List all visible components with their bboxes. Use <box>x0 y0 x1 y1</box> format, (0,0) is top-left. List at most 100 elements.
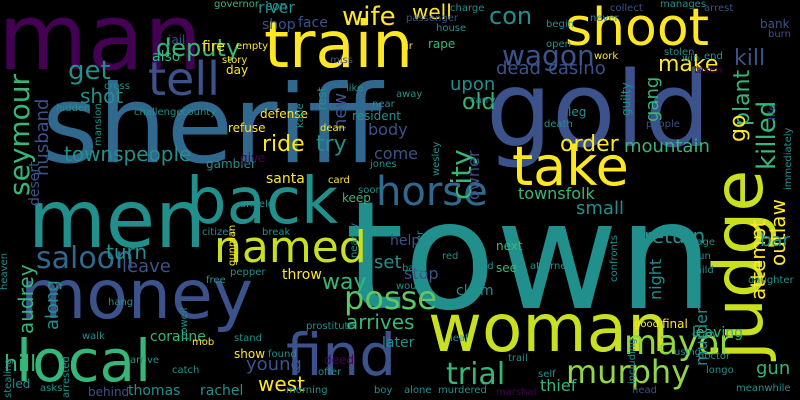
word: jr <box>406 41 413 52</box>
word: red <box>442 251 459 262</box>
word: later <box>382 335 415 351</box>
word: would <box>396 281 426 292</box>
word: meanwhile <box>736 383 791 394</box>
word: horse <box>376 169 488 215</box>
word: see <box>496 261 518 275</box>
word: young <box>246 354 302 375</box>
word: murphy <box>566 353 691 391</box>
word: charge <box>450 3 485 14</box>
word: leave <box>122 256 171 277</box>
word: stop <box>404 264 439 283</box>
word: mayor <box>624 323 733 363</box>
word: along <box>42 280 63 330</box>
word: arrives <box>346 310 415 334</box>
word: bar <box>760 230 790 251</box>
word: man <box>0 0 203 91</box>
word: stand <box>234 333 262 344</box>
word: return <box>644 224 706 248</box>
word: train <box>264 9 413 83</box>
word: away <box>396 89 423 100</box>
word: wesley <box>431 141 442 176</box>
word: help <box>390 233 421 249</box>
word: get <box>68 56 111 86</box>
word: dean <box>320 123 345 134</box>
word: people <box>646 119 680 130</box>
word: body <box>368 120 408 139</box>
word: saloon <box>36 241 135 276</box>
word: money <box>20 256 254 335</box>
word: upon <box>450 74 496 95</box>
word: gunman <box>227 224 238 266</box>
word: woman <box>428 290 669 367</box>
word: governor <box>214 0 260 10</box>
word: heaven <box>0 252 10 290</box>
word: leg <box>568 105 587 119</box>
word: mansion <box>93 103 104 146</box>
word: longo <box>706 365 734 376</box>
word: rape <box>428 37 456 51</box>
word: santa <box>266 171 305 187</box>
word: wagon <box>502 39 595 72</box>
word: desert <box>27 161 43 206</box>
word: end <box>704 51 723 62</box>
word: mountain <box>624 136 710 157</box>
word: hidden <box>56 103 91 114</box>
word: powell <box>179 307 190 340</box>
word: card <box>328 175 350 186</box>
word: marshal <box>496 387 537 398</box>
word: story <box>222 55 248 66</box>
word: head <box>632 385 657 396</box>
word: hold <box>472 261 494 272</box>
word: using <box>674 347 702 358</box>
word: confronts <box>609 235 620 282</box>
word: manages <box>660 0 707 10</box>
word: collect <box>610 3 643 14</box>
word: set <box>374 252 402 273</box>
word: back <box>186 165 339 239</box>
word: angelo <box>240 199 274 210</box>
word: catch <box>172 365 200 376</box>
word: turn <box>106 240 148 264</box>
word: townsfolk <box>518 184 595 203</box>
word: good <box>634 319 659 330</box>
word: gun <box>756 358 791 379</box>
word: carry <box>470 95 496 106</box>
word: never <box>590 13 619 24</box>
word: child <box>690 265 714 276</box>
word: gang <box>642 76 663 122</box>
word: give <box>240 151 266 165</box>
word: pepper <box>230 267 266 278</box>
word: draw <box>692 329 717 340</box>
word: deputy <box>156 34 241 62</box>
word: hang <box>108 297 134 308</box>
word: gambler <box>206 157 256 171</box>
word: west <box>258 372 305 396</box>
word: arrive <box>130 355 160 366</box>
word: leaf <box>450 333 469 344</box>
word: behind <box>88 385 130 399</box>
word: begin <box>546 19 574 30</box>
word: ride <box>262 132 305 157</box>
word: defense <box>260 107 308 121</box>
word: keep <box>342 191 371 205</box>
word: house <box>436 23 467 34</box>
word: find <box>286 321 397 389</box>
word: guilty <box>619 82 633 116</box>
word: stolen <box>664 47 695 58</box>
word: posse <box>344 279 437 317</box>
word: mob <box>192 337 215 348</box>
word: bank <box>760 17 790 31</box>
word: jail <box>168 33 186 47</box>
word: gold <box>486 49 711 171</box>
word: thief <box>540 376 577 395</box>
word: near <box>372 99 395 110</box>
word: death <box>544 119 573 130</box>
word: face <box>298 15 328 31</box>
word: make <box>658 52 719 77</box>
word: win <box>682 53 700 64</box>
word: self <box>538 369 556 380</box>
word: casino <box>548 58 606 79</box>
word: miss <box>330 55 353 66</box>
word: immediately <box>783 127 794 190</box>
word: morning <box>286 385 328 396</box>
